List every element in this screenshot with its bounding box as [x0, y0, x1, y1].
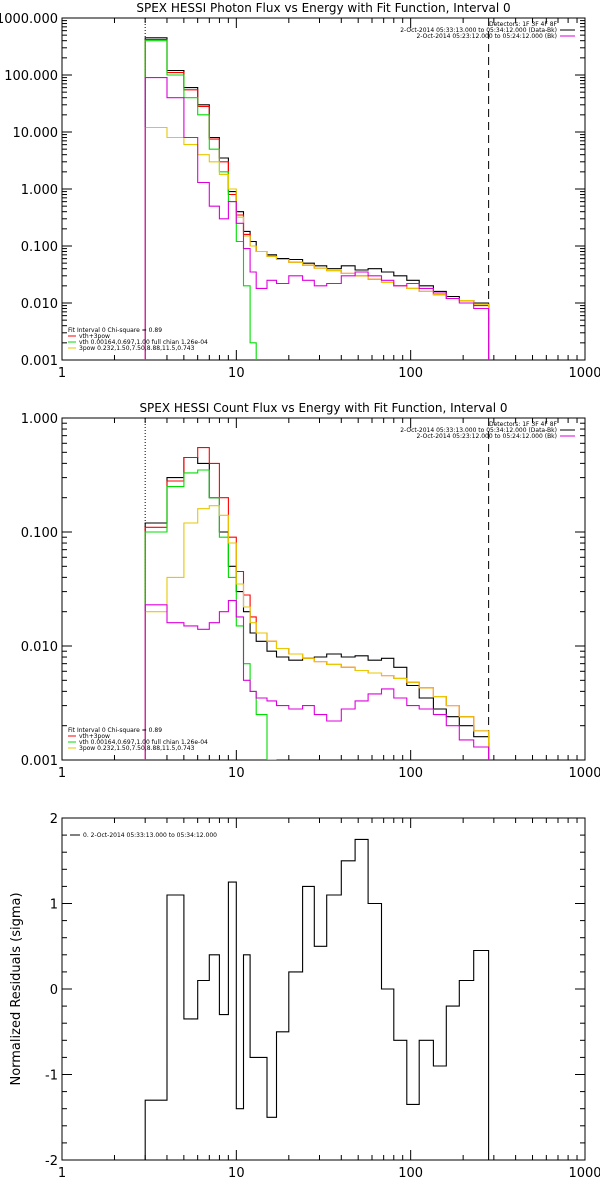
- y-tick-label: 0.100: [21, 526, 58, 541]
- photon-flux-panel: SPEX HESSI Photon Flux vs Energy with Fi…: [0, 1, 600, 381]
- plot-frame: [61, 417, 586, 761]
- fit-info-line: 3pow 0.232,1.50,7.50,8.88,11.5,0.743: [79, 345, 195, 352]
- info-line: 2-Oct-2014 05:23:12.000 to 05:24:12.000 …: [417, 33, 558, 40]
- plot-frame: [61, 17, 586, 361]
- fit-info-line: Fit Interval 0 Chi-square = 0.89: [68, 727, 162, 734]
- x-tick-label: 1000: [568, 1166, 600, 1181]
- legend-entry: 0. 2-Oct-2014 05:33:13.000 to 05:34:12.0…: [83, 832, 217, 839]
- series-2-step-line: [144, 40, 257, 360]
- x-tick-label: 10: [228, 1166, 245, 1181]
- info-line: 2-Oct-2014 05:33:13.000 to 05:34:12.000 …: [400, 27, 557, 34]
- residuals-panel: 1 10 100 1000 -2 -1 0 1 2 Normalized Residuals (s…: [9, 812, 600, 1181]
- y-tick-label: 0.010: [21, 297, 58, 312]
- series-1-step-line: [144, 447, 490, 760]
- x-tick-label: 1000: [568, 366, 600, 381]
- y-tick-label: 1000.000: [0, 12, 58, 27]
- series-0-step-line: [144, 838, 490, 1160]
- y-tick-label: 0.100: [21, 240, 58, 255]
- series-4-step-line: [144, 77, 490, 360]
- y-tick-label: 0: [50, 983, 58, 998]
- y-tick-label: 0.001: [21, 754, 58, 769]
- y-axis-label: Normalized Residuals (sigma): [9, 892, 24, 1085]
- chart-title: SPEX HESSI Photon Flux vs Energy with Fi…: [136, 1, 510, 15]
- fit-info-line: vth+3pow: [79, 733, 110, 740]
- x-tick-label: 10: [228, 366, 245, 381]
- series-0-step-line: [144, 37, 490, 360]
- y-tick-label: 0.010: [21, 640, 58, 655]
- fit-info-line: vth+3pow: [79, 333, 110, 340]
- series-3-step-line: [144, 126, 490, 360]
- y-tick-label: 10.000: [13, 126, 59, 141]
- x-tick-label: 1: [58, 366, 66, 381]
- chart-title: SPEX HESSI Count Flux vs Energy with Fit…: [139, 401, 507, 415]
- y-tick-label: 100.000: [4, 69, 58, 84]
- x-tick-label: 1000: [568, 766, 600, 781]
- info-line: 2-Oct-2014 05:23:12.000 to 05:24:12.000 …: [417, 433, 558, 440]
- series-4-step-line: [144, 600, 490, 760]
- y-tick-label: 1: [50, 898, 58, 913]
- count-flux-panel: SPEX HESSI Count Flux vs Energy with Fit…: [21, 401, 600, 781]
- x-tick-label: 100: [398, 1166, 423, 1181]
- x-tick-label: 1: [58, 766, 66, 781]
- series-2-step-line: [144, 469, 277, 760]
- fit-info-line: vth 0.00164,0.697,1.00 full chian 1.26e-…: [79, 739, 208, 746]
- y-tick-label: 1.000: [21, 412, 58, 427]
- y-tick-label: -1: [45, 1069, 58, 1084]
- info-line: Detectors: 1F 3F 4F 8F: [489, 421, 558, 428]
- info-line: Detectors: 1F 3F 4F 8F: [489, 21, 558, 28]
- y-tick-label: -2: [45, 1154, 58, 1169]
- y-tick-label: 1.000: [21, 183, 58, 198]
- info-line: 2-Oct-2014 05:33:13.000 to 05:34:12.000 …: [400, 427, 557, 434]
- x-tick-label: 100: [398, 766, 423, 781]
- x-tick-label: 10: [228, 766, 245, 781]
- y-tick-label: 0.001: [21, 354, 58, 369]
- y-tick-label: 2: [50, 812, 58, 827]
- fit-info-line: 3pow 0.232,1.50,7.50,8.88,11.5,0.743: [79, 745, 195, 752]
- x-tick-label: 1: [58, 1166, 66, 1181]
- x-tick-label: 100: [398, 366, 423, 381]
- fit-info-line: vth 0.00164,0.697,1.00 full chian 1.26e-…: [79, 339, 208, 346]
- fit-info-line: Fit Interval 0 Chi-square = 0.89: [68, 327, 162, 334]
- series-3-step-line: [144, 505, 490, 760]
- plot-frame: [61, 817, 586, 1161]
